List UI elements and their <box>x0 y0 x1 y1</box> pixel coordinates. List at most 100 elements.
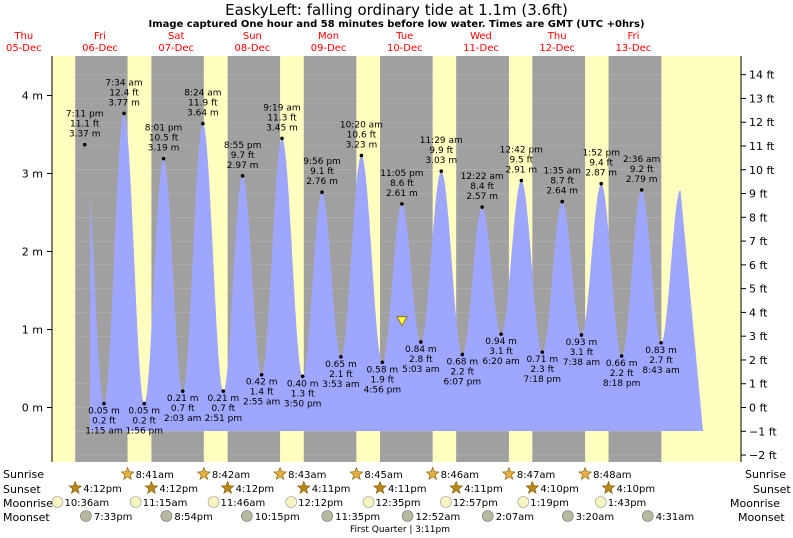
sunset-label-left: Sunset <box>3 483 41 496</box>
day-date: 08-Dec <box>235 43 271 54</box>
sunset-icon <box>525 480 540 494</box>
moonrise-icon <box>129 496 142 508</box>
low-tide-ft: 3.1 ft <box>570 348 594 358</box>
sunrise-time: 8:48am <box>593 470 631 481</box>
sunset-time: 4:11pm <box>388 484 427 495</box>
sunset-time: 4:12pm <box>83 484 122 495</box>
high-tide-ft: 10.5 ft <box>149 134 179 144</box>
y-right-tick-label: −2 ft <box>749 449 777 462</box>
moonset-icon <box>241 510 253 522</box>
y-right-tick-label: 11 ft <box>749 140 775 153</box>
day-name: Thu <box>13 31 33 42</box>
moonset-label-left: Moonset <box>3 511 50 524</box>
moonset-icon <box>561 510 574 522</box>
sunrise-icon <box>273 466 288 480</box>
moonrise-icon <box>440 496 452 508</box>
high-tide-time: 1:52 pm <box>582 149 620 159</box>
moonset-icon <box>641 510 654 522</box>
high-tide-time: 1:35 am <box>544 167 581 177</box>
sunrise-time: 8:46am <box>441 470 479 481</box>
low-tide-time: 2:51 pm <box>205 414 243 424</box>
low-tide-time: 3:53 am <box>322 380 359 390</box>
low-tide-time: 3:50 pm <box>284 399 322 409</box>
high-tide-ft: 12.4 ft <box>109 88 139 98</box>
moonrise-time: 11:15am <box>143 498 188 509</box>
high-tide-time: 10:20 am <box>340 121 383 131</box>
high-tide-time: 12:22 am <box>461 172 504 182</box>
low-tide-m: 0.83 m <box>645 346 677 356</box>
y-right-tick-label: −1 ft <box>749 425 777 438</box>
high-tide-time: 8:01 pm <box>145 124 183 134</box>
tide-point <box>359 153 364 158</box>
sunset-time: 4:10pm <box>540 484 579 495</box>
day-date: 09-Dec <box>311 43 347 54</box>
day-date: 06-Dec <box>82 43 118 54</box>
moonrise-time: 11:46am <box>221 498 266 509</box>
high-tide-ft: 11.3 ft <box>267 113 297 123</box>
low-tide-time: 1:56 pm <box>125 427 163 437</box>
chart-subtitle: Image captured One hour and 58 minutes b… <box>148 19 645 30</box>
day-date: 11-Dec <box>463 43 499 54</box>
chart-title: EaskyLeft: falling ordinary tide at 1.1m… <box>225 1 568 19</box>
sunset-icon <box>373 480 387 494</box>
high-tide-m: 2.97 m <box>227 161 259 171</box>
high-tide-time: 8:55 pm <box>224 141 262 151</box>
low-tide-m: 0.05 m <box>128 407 160 417</box>
tide-point <box>142 401 147 406</box>
tide-point <box>102 401 106 406</box>
day-date: 13-Dec <box>616 43 652 54</box>
y-right-tick-label: 0 ft <box>749 402 768 415</box>
y-right-tick-label: 6 ft <box>749 259 768 272</box>
day-name: Wed <box>470 31 492 42</box>
tide-area <box>90 113 703 432</box>
y-left-tick-label: 0 m <box>22 402 43 415</box>
tide-point <box>579 333 584 337</box>
high-tide-time: 11:05 pm <box>380 169 423 179</box>
sunset-icon <box>449 480 464 494</box>
moonrise-time: 1:19pm <box>530 498 569 509</box>
low-tide-m: 0.58 m <box>367 365 399 375</box>
high-tide-ft: 9.7 ft <box>231 151 255 161</box>
y-right-tick-label: 13 ft <box>749 92 775 105</box>
day-date: 05-Dec <box>6 43 42 54</box>
tide-point <box>259 372 264 377</box>
tide-point <box>201 121 205 126</box>
sunrise-time: 8:42am <box>212 470 250 481</box>
high-tide-time: 2:36 am <box>623 155 660 165</box>
low-tide-m: 0.21 m <box>208 394 240 404</box>
day-name: Sat <box>168 31 184 42</box>
high-tide-m: 3.77 m <box>108 98 140 108</box>
sunrise-icon <box>425 466 440 480</box>
day-name: Fri <box>94 31 106 42</box>
day-name: Thu <box>547 31 567 42</box>
tide-point <box>400 202 404 206</box>
moonrise-icon <box>594 496 607 508</box>
sunset-icon <box>296 480 311 494</box>
low-tide-ft: 2.2 ft <box>450 367 474 377</box>
low-tide-time: 7:18 pm <box>523 375 561 385</box>
tide-point <box>161 156 166 161</box>
tide-point <box>300 374 305 379</box>
tide-point <box>439 169 444 173</box>
moonset-icon <box>481 510 494 522</box>
moonrise-icon <box>285 496 297 508</box>
moonset-time: 12:52am <box>416 512 461 523</box>
sunset-time: 4:12pm <box>236 484 275 495</box>
high-tide-time: 12:42 pm <box>500 146 543 156</box>
low-tide-ft: 0.7 ft <box>211 404 235 414</box>
high-tide-ft: 11.1 ft <box>70 120 100 130</box>
tide-point <box>599 181 604 186</box>
high-tide-time: 7:34 am <box>105 78 142 88</box>
moonrise-label-left: Moonrise <box>3 497 53 510</box>
high-tide-m: 2.79 m <box>626 175 658 185</box>
sunset-icon <box>220 480 235 494</box>
y-left-tick-label: 2 m <box>22 246 43 259</box>
moonrise-time: 12:57pm <box>453 498 498 509</box>
tide-point <box>499 332 503 336</box>
low-tide-ft: 1.9 ft <box>371 375 395 385</box>
moonset-label-right: Moonset <box>738 511 785 524</box>
y-right-tick-label: 9 ft <box>749 188 768 201</box>
day-date: 12-Dec <box>539 43 575 54</box>
sunset-label-right: Sunset <box>753 483 791 496</box>
high-tide-ft: 8.6 ft <box>390 179 414 189</box>
